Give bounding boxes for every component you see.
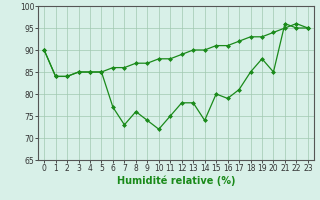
X-axis label: Humidité relative (%): Humidité relative (%) xyxy=(117,176,235,186)
